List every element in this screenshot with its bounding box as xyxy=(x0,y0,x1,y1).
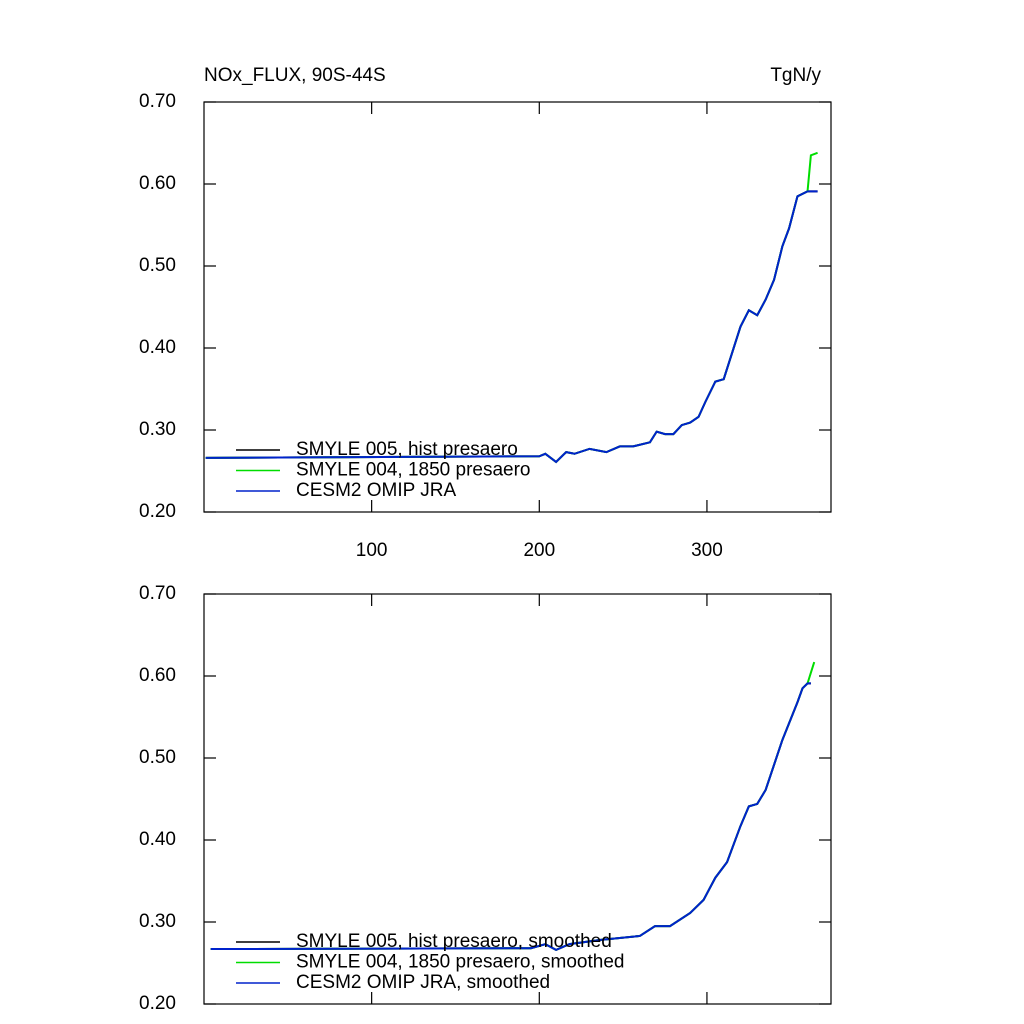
y-tick-label: 0.50 xyxy=(139,747,176,768)
y-tick-label: 0.40 xyxy=(139,337,176,358)
legend-label: CESM2 OMIP JRA, smoothed xyxy=(296,972,550,993)
legend-label: SMYLE 005, hist presaero, smoothed xyxy=(296,931,612,952)
units-label: TgN/y xyxy=(770,65,821,86)
x-tick-label: 300 xyxy=(691,540,723,561)
data-line xyxy=(205,190,818,464)
data-line xyxy=(205,190,818,464)
plot-frame xyxy=(203,593,832,1005)
legend-label: CESM2 OMIP JRA xyxy=(296,480,456,501)
plot-frame xyxy=(203,101,832,513)
chart-title: NOx_FLUX, 90S-44S xyxy=(204,65,386,86)
data-line xyxy=(210,682,811,951)
y-tick-label: 0.30 xyxy=(139,911,176,932)
legend-label: SMYLE 005, hist presaero xyxy=(296,439,518,460)
y-tick-label: 0.20 xyxy=(139,501,176,522)
y-tick-label: 0.20 xyxy=(139,993,176,1014)
data-line xyxy=(205,151,818,464)
y-tick-label: 0.40 xyxy=(139,829,176,850)
legend-label: SMYLE 004, 1850 presaero xyxy=(296,460,531,481)
y-tick-label: 0.50 xyxy=(139,255,176,276)
y-tick-label: 0.30 xyxy=(139,419,176,440)
data-line xyxy=(210,661,816,951)
y-tick-label: 0.70 xyxy=(139,583,176,604)
data-line xyxy=(210,682,811,951)
y-tick-label: 0.60 xyxy=(139,665,176,686)
y-tick-label: 0.70 xyxy=(139,91,176,112)
x-tick-label: 100 xyxy=(356,540,388,561)
legend-label: SMYLE 004, 1850 presaero, smoothed xyxy=(296,952,624,973)
y-tick-label: 0.60 xyxy=(139,173,176,194)
x-tick-label: 200 xyxy=(523,540,555,561)
